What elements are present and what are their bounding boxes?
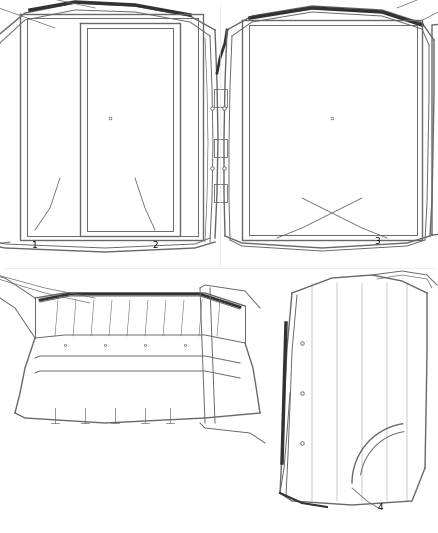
Text: 4: 4 <box>377 503 383 512</box>
Text: 3: 3 <box>374 237 380 246</box>
Text: 2: 2 <box>152 241 158 250</box>
Text: 1: 1 <box>32 241 38 250</box>
